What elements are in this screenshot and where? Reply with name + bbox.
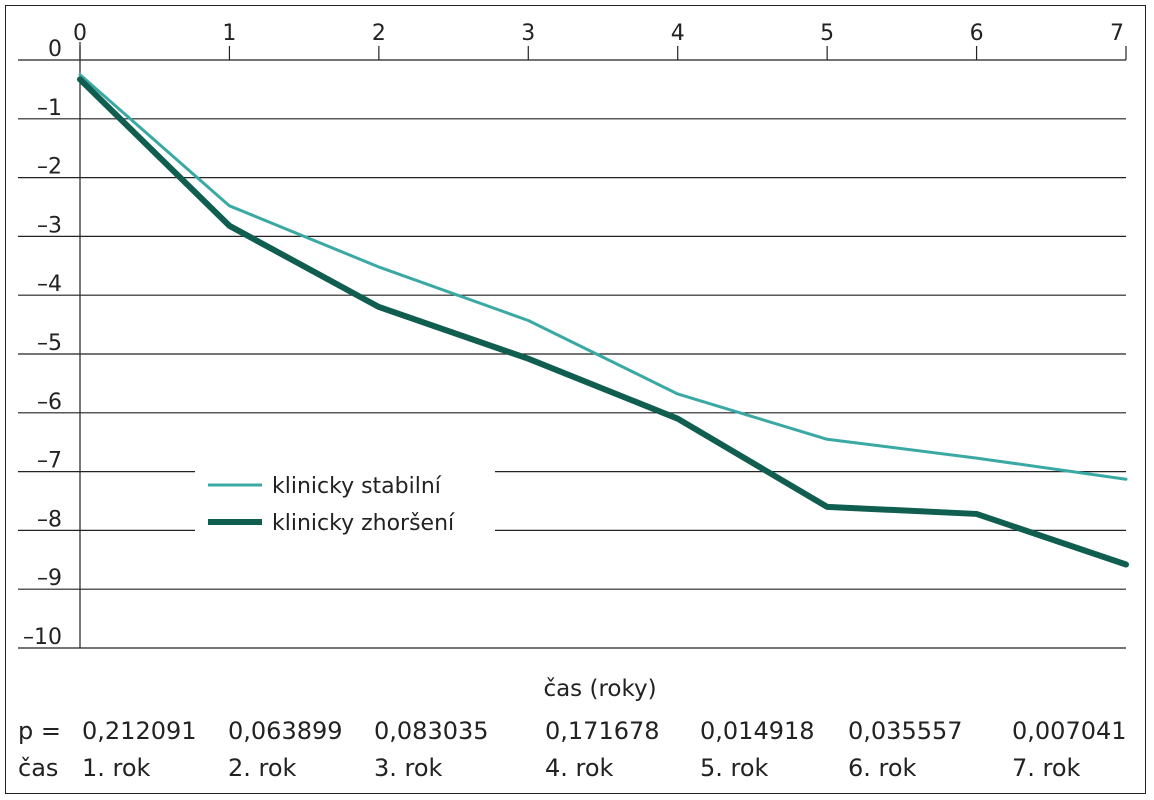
table-p-value: 0,063899 [228,717,343,745]
table-p-value: 0,212091 [82,717,197,745]
y-axis-ticks: 0 –1 –2 –3 –4 –5 –6 –7 –8 –9 –10 [23,37,62,650]
table-p-value: 0,171678 [545,717,660,745]
x-tick-label: 3 [521,21,535,46]
x-axis-ticks: 0 1 2 3 4 5 6 7 [73,21,1127,60]
table-year: 4. rok [545,754,614,782]
y-tick-label: –9 [37,566,62,591]
table-p-value: 0,007041 [1012,717,1127,745]
table-year: 5. rok [700,754,769,782]
x-tick-label: 1 [222,21,236,46]
y-tick-label: –10 [23,625,62,650]
x-tick-label: 4 [671,21,685,46]
x-tick-label: 6 [970,21,984,46]
legend-label-worsened: klinicky zhoršení [272,511,455,536]
legend-background [195,462,495,542]
y-tick-label: –3 [37,213,62,238]
y-tick-label: –2 [37,155,62,180]
p-value-table: p = čas 0,212091 0,063899 0,083035 0,171678… [18,717,1127,782]
table-year: 3. rok [374,754,443,782]
y-tick-label: –6 [37,390,62,415]
y-tick-label: 0 [48,37,62,62]
y-tick-label: –1 [37,96,62,121]
series-line-stable [78,73,1128,481]
y-tick-label: –8 [37,507,62,532]
legend-label-stable: klinicky stabilní [272,474,442,499]
table-year: 7. rok [1012,754,1081,782]
y-tick-label: –4 [37,272,62,297]
x-tick-label: 7 [1110,21,1124,46]
table-cas-label: čas [18,754,58,782]
table-p-value: 0,035557 [848,717,963,745]
x-tick-label: 5 [820,21,834,46]
series-line-worsened [77,76,1129,568]
x-axis-label: čas (roky) [543,676,656,702]
table-year: 2. rok [228,754,297,782]
table-p-value: 0,014918 [700,717,815,745]
chart-frame [5,5,1146,794]
series-lines [77,73,1129,568]
x-tick-label: 0 [73,21,87,46]
x-tick-label: 2 [372,21,386,46]
grid-lines [18,42,1126,649]
table-p-value: 0,083035 [374,717,489,745]
table-year: 6. rok [848,754,917,782]
y-tick-label: –7 [37,449,62,474]
table-year: 1. rok [82,754,151,782]
legend: klinicky stabilní klinicky zhoršení [195,462,495,542]
y-tick-label: –5 [37,331,62,356]
table-p-label: p = [18,717,61,745]
